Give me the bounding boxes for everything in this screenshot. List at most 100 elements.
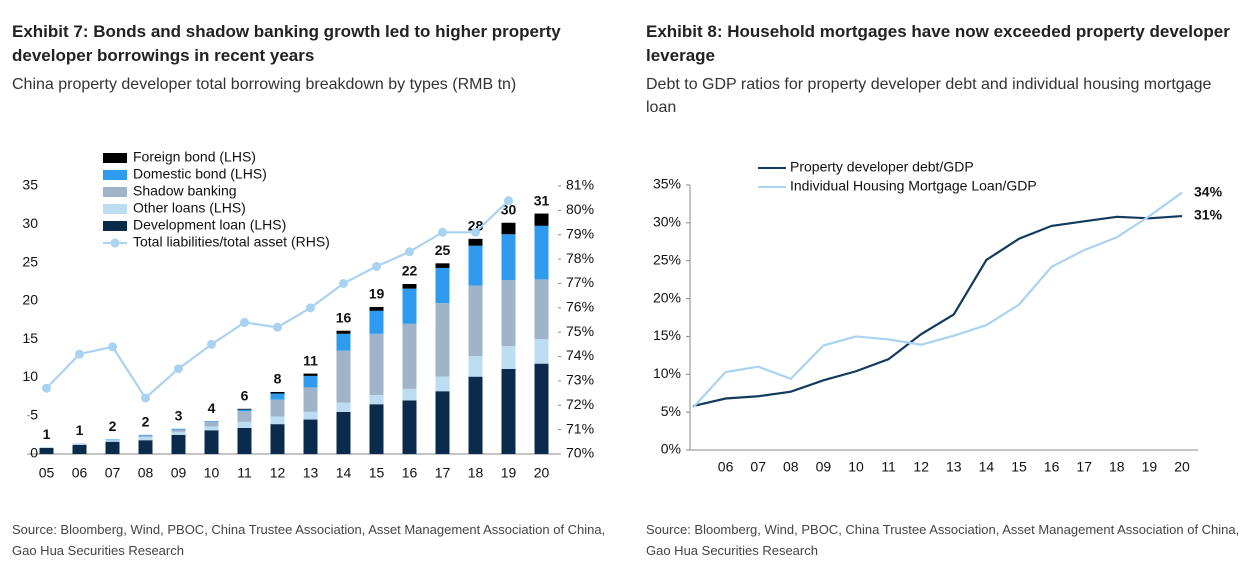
x-tick-label: 08 (138, 465, 154, 481)
bar-segment (72, 444, 87, 454)
legend-label: Individual Housing Mortgage Loan/GDP (790, 178, 1037, 194)
bar-segment (270, 391, 285, 394)
total-label: 19 (369, 286, 385, 302)
bar-segment (171, 428, 186, 430)
bar-segment (303, 375, 318, 388)
y2-tick-label: 78% (566, 250, 594, 266)
total-label: 11 (303, 352, 318, 368)
bar-segment (435, 267, 450, 304)
x-tick-label: 09 (171, 465, 187, 481)
bar-segment (303, 387, 318, 412)
y2-tick-label: 73% (566, 372, 594, 388)
total-label: 3 (175, 407, 183, 423)
bar-segment (501, 234, 516, 281)
y-tick-label: 35% (653, 176, 681, 192)
bar-segment (402, 323, 417, 389)
bar-segment (435, 303, 450, 377)
x-tick-label: 09 (816, 459, 832, 475)
bar-segment (237, 408, 252, 410)
source-note: Source: Bloomberg, Wind, PBOC, China Tru… (12, 522, 606, 558)
bar-segment (138, 434, 153, 436)
x-tick-label: 15 (369, 465, 385, 481)
x-tick-label: 08 (783, 459, 799, 475)
x-tick-label: 19 (501, 465, 517, 481)
legend-label: Total liabilities/total asset (RHS) (133, 234, 330, 250)
x-tick-label: 16 (1044, 459, 1060, 475)
x-tick-label: 17 (435, 465, 451, 481)
legend-label: Property developer debt/GDP (790, 159, 974, 175)
bar-segment (336, 402, 351, 412)
y-tick-label: 15% (653, 327, 681, 343)
legend-swatch (103, 221, 127, 231)
end-label: 31% (1194, 207, 1223, 223)
point (75, 349, 84, 359)
point (471, 227, 480, 237)
bar-segment (138, 440, 153, 454)
bar-segment (501, 346, 516, 370)
y-tick-label: 5% (661, 403, 681, 419)
point (438, 227, 447, 237)
legend-label: Shadow banking (133, 183, 237, 199)
chart-title: Exhibit 8: Household mortgages have now … (646, 22, 1230, 65)
legend-swatch (103, 170, 127, 180)
bar-segment (534, 213, 549, 226)
point (174, 364, 183, 374)
x-tick-label: 15 (1011, 459, 1027, 475)
bar-segment (171, 429, 186, 432)
y2-tick-label: 74% (566, 347, 594, 363)
bar-segment (435, 391, 450, 454)
bar-segment (237, 411, 252, 422)
bar-segment (534, 225, 549, 280)
y-tick-label: 25 (22, 253, 38, 269)
x-tick-label: 10 (848, 459, 864, 475)
y-tick-label: 20% (653, 289, 681, 305)
x-tick-label: 06 (718, 459, 734, 475)
point (141, 393, 150, 403)
total-label: 1 (76, 422, 84, 438)
bar-segment (138, 435, 153, 438)
bar-segment (336, 330, 351, 334)
x-tick-label: 06 (72, 465, 88, 481)
chart-subtitle: China property developer total borrowing… (12, 76, 517, 93)
point (405, 247, 414, 257)
bar-segment (369, 333, 384, 396)
point (108, 342, 117, 352)
bar-segment (204, 421, 219, 427)
x-tick-label: 14 (979, 459, 995, 475)
bar-segment (270, 424, 285, 454)
y2-tick-label: 72% (566, 396, 594, 412)
line (692, 191, 1183, 409)
y-tick-label: 0 (30, 445, 38, 461)
total-label: 6 (241, 388, 249, 404)
y2-tick-label: 76% (566, 299, 594, 315)
legend-marker (110, 238, 120, 248)
total-label: 8 (274, 371, 282, 387)
bar-segment (534, 279, 549, 340)
bar-segment (204, 430, 219, 454)
x-tick-label: 05 (39, 465, 55, 481)
total-label: 22 (402, 263, 418, 279)
point (273, 322, 282, 332)
y2-tick-label: 77% (566, 274, 594, 290)
x-tick-label: 12 (270, 465, 286, 481)
point (42, 383, 51, 393)
bar-segment (171, 434, 186, 454)
legend-swatch (103, 187, 127, 197)
x-tick-label: 20 (1174, 459, 1190, 475)
bar-segment (138, 437, 153, 441)
bar-segment (369, 310, 384, 334)
y2-tick-label: 79% (566, 225, 594, 241)
bar-segment (39, 447, 54, 454)
bar-segment (402, 400, 417, 454)
bar-segment (39, 447, 54, 448)
total-label: 2 (109, 418, 117, 434)
y-tick-label: 15 (22, 330, 38, 346)
x-tick-label: 17 (1076, 459, 1092, 475)
bar-segment (435, 376, 450, 392)
x-tick-label: 20 (534, 465, 550, 481)
y-tick-label: 20 (22, 292, 38, 308)
point (504, 196, 513, 206)
total-label: 2 (142, 414, 150, 430)
chart-subtitle: Debt to GDP ratios for property develope… (646, 76, 1212, 116)
